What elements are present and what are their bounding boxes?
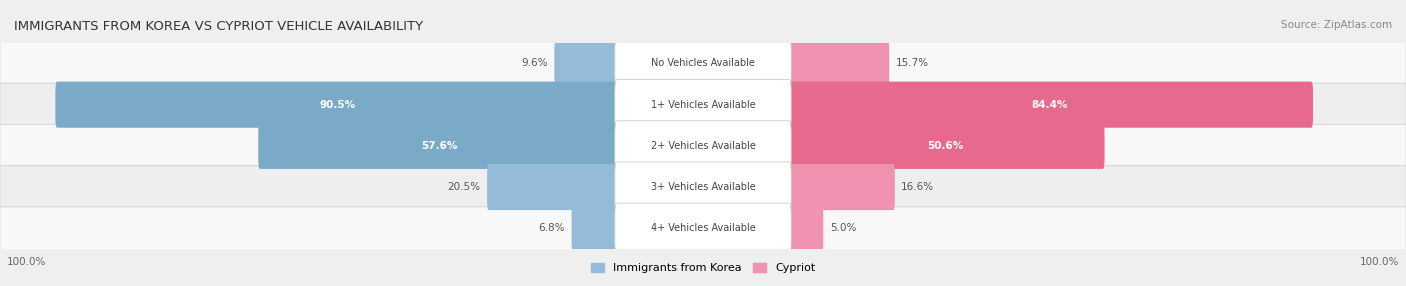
Text: 6.8%: 6.8% bbox=[538, 223, 565, 233]
Text: 84.4%: 84.4% bbox=[1031, 100, 1067, 110]
FancyBboxPatch shape bbox=[614, 80, 792, 130]
Text: 4+ Vehicles Available: 4+ Vehicles Available bbox=[651, 223, 755, 233]
FancyBboxPatch shape bbox=[0, 42, 1406, 85]
Text: 20.5%: 20.5% bbox=[447, 182, 481, 192]
FancyBboxPatch shape bbox=[0, 207, 1406, 250]
Text: 50.6%: 50.6% bbox=[927, 141, 963, 151]
FancyBboxPatch shape bbox=[787, 82, 1313, 128]
FancyBboxPatch shape bbox=[259, 123, 619, 169]
FancyBboxPatch shape bbox=[787, 40, 890, 87]
Text: 2+ Vehicles Available: 2+ Vehicles Available bbox=[651, 141, 755, 151]
Text: 100.0%: 100.0% bbox=[1360, 257, 1399, 267]
FancyBboxPatch shape bbox=[614, 203, 792, 253]
FancyBboxPatch shape bbox=[614, 38, 792, 89]
FancyBboxPatch shape bbox=[0, 166, 1406, 208]
Text: IMMIGRANTS FROM KOREA VS CYPRIOT VEHICLE AVAILABILITY: IMMIGRANTS FROM KOREA VS CYPRIOT VEHICLE… bbox=[14, 20, 423, 33]
Legend: Immigrants from Korea, Cypriot: Immigrants from Korea, Cypriot bbox=[586, 258, 820, 278]
FancyBboxPatch shape bbox=[614, 162, 792, 212]
FancyBboxPatch shape bbox=[55, 82, 619, 128]
Text: 5.0%: 5.0% bbox=[830, 223, 856, 233]
Text: 16.6%: 16.6% bbox=[901, 182, 935, 192]
FancyBboxPatch shape bbox=[614, 121, 792, 171]
FancyBboxPatch shape bbox=[554, 40, 619, 87]
Text: No Vehicles Available: No Vehicles Available bbox=[651, 59, 755, 68]
Text: 100.0%: 100.0% bbox=[7, 257, 46, 267]
FancyBboxPatch shape bbox=[787, 205, 824, 251]
FancyBboxPatch shape bbox=[787, 164, 894, 210]
FancyBboxPatch shape bbox=[787, 123, 1105, 169]
Text: 1+ Vehicles Available: 1+ Vehicles Available bbox=[651, 100, 755, 110]
Text: 15.7%: 15.7% bbox=[896, 59, 929, 68]
Text: Source: ZipAtlas.com: Source: ZipAtlas.com bbox=[1281, 20, 1392, 30]
FancyBboxPatch shape bbox=[572, 205, 619, 251]
Text: 90.5%: 90.5% bbox=[319, 100, 356, 110]
Text: 3+ Vehicles Available: 3+ Vehicles Available bbox=[651, 182, 755, 192]
Text: 57.6%: 57.6% bbox=[420, 141, 457, 151]
FancyBboxPatch shape bbox=[0, 83, 1406, 126]
FancyBboxPatch shape bbox=[486, 164, 619, 210]
FancyBboxPatch shape bbox=[0, 124, 1406, 167]
Text: 9.6%: 9.6% bbox=[522, 59, 548, 68]
